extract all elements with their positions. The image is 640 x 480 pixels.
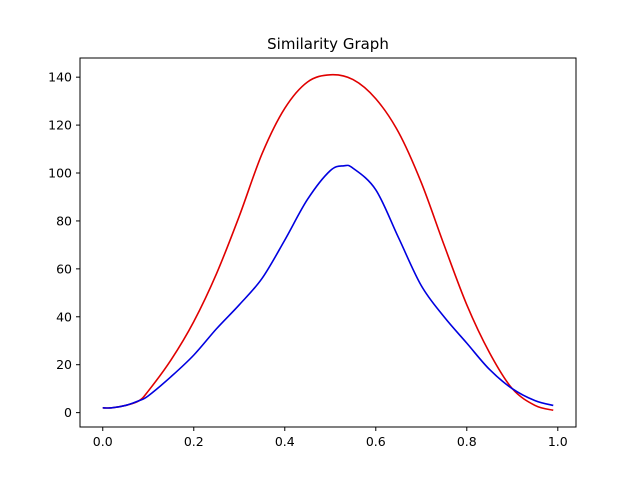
chart-title: Similarity Graph <box>267 35 389 53</box>
y-tick-label: 60 <box>56 261 72 276</box>
x-tick-label: 0.8 <box>457 434 477 449</box>
y-tick-label: 120 <box>48 118 72 133</box>
y-tick-label: 100 <box>48 166 72 181</box>
series-line-1 <box>102 73 554 412</box>
y-axis: 0 20 40 60 80 100 120 140 <box>48 70 80 420</box>
plot-frame <box>79 57 577 428</box>
x-tick-label: 0.0 <box>93 434 113 449</box>
x-axis: 0.0 0.2 0.4 0.6 0.8 1.0 <box>93 427 568 449</box>
x-tick-label: 0.4 <box>275 434 295 449</box>
x-tick-label: 1.0 <box>548 434 568 449</box>
x-tick-label: 0.6 <box>366 434 386 449</box>
y-tick-label: 140 <box>48 70 72 85</box>
x-tick-label: 0.2 <box>184 434 204 449</box>
y-tick-label: 80 <box>56 213 72 228</box>
y-tick-label: 0 <box>64 405 72 420</box>
series-layer <box>102 73 554 412</box>
y-tick-label: 40 <box>56 309 72 324</box>
series-line-2 <box>102 164 554 409</box>
y-tick-label: 20 <box>56 357 72 372</box>
